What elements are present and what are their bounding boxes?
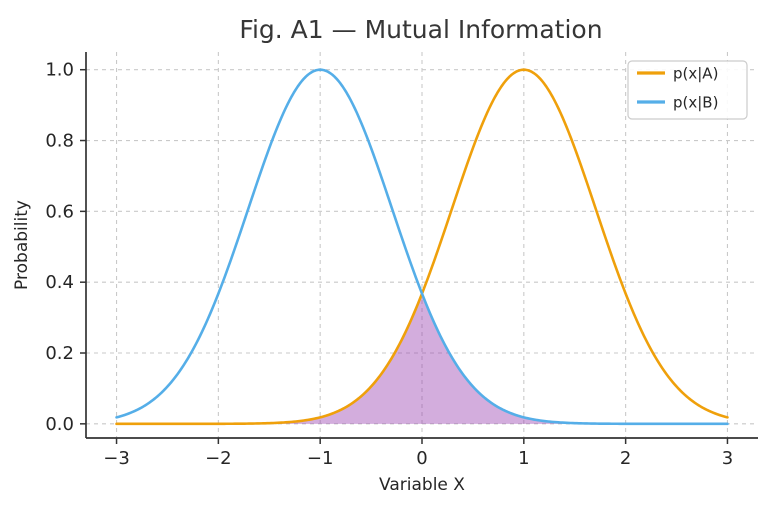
chart-title: Fig. A1 — Mutual Information: [239, 15, 602, 44]
y-tick-label: 0.6: [45, 201, 74, 222]
axis-layer: [80, 52, 758, 444]
y-tick-label: 1.0: [45, 60, 74, 81]
curve-pxb: [115, 68, 729, 426]
y-axis-label: Probability: [12, 200, 32, 290]
legend-label: p(x|A): [673, 65, 718, 83]
x-tick-label: −3: [103, 448, 130, 469]
legend: p(x|A) p(x|B): [627, 60, 748, 120]
x-tick-label: 3: [722, 448, 733, 469]
x-tick-label: 2: [620, 448, 631, 469]
curve-layer: [115, 68, 729, 426]
x-tick-label: −2: [205, 448, 232, 469]
y-tick-label: 0.4: [45, 272, 74, 293]
overlap-fill-layer: [116, 293, 728, 424]
x-axis-label: Variable X: [379, 475, 465, 495]
y-tick-label: 0.0: [45, 414, 74, 435]
tick-label-layer: −3 −2 −1 0 1 2 3 0.0 0.2 0.4 0.6 0.8 1.0: [45, 60, 733, 469]
x-tick-label: −1: [307, 448, 334, 469]
legend-label: p(x|B): [673, 94, 718, 112]
legend-box: [627, 60, 748, 120]
x-tick-label: 1: [518, 448, 529, 469]
x-tick-label: 0: [416, 448, 427, 469]
overlap-region: [116, 293, 728, 424]
y-tick-label: 0.8: [45, 131, 74, 152]
y-tick-label: 0.2: [45, 343, 74, 364]
